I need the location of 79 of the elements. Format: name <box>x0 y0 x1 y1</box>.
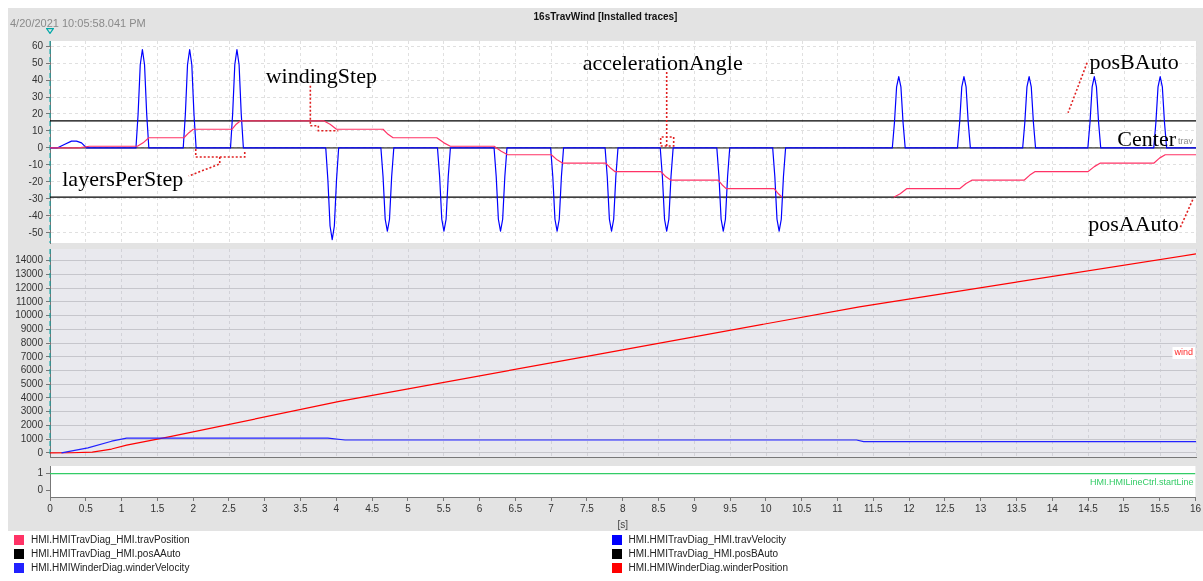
x-tick-label: 15.5 <box>1149 502 1170 514</box>
y-tick-label: 8000 <box>20 336 44 348</box>
y-tick-label: 2000 <box>20 419 44 431</box>
x-tick-label: 15 <box>1118 502 1130 514</box>
legend-label: HMI.HMIWinderDiag.winderVelocity <box>31 562 190 574</box>
y-tick-label: -30 <box>28 192 44 204</box>
legend-label: HMI.HMITravDiag_HMI.posBAuto <box>628 548 779 560</box>
x-tick-label: 6.5 <box>508 502 523 514</box>
x-tick-label: 13.5 <box>1006 502 1027 514</box>
x-tick-label: 4.5 <box>365 502 380 514</box>
y-tick-label: 1000 <box>20 432 44 444</box>
annotation: posBAuto <box>1089 48 1179 74</box>
x-tick-label: 13 <box>975 502 987 514</box>
y-tick-label: -10 <box>28 158 44 170</box>
y-tick-label: 5000 <box>20 377 44 389</box>
y-tick-label: 30 <box>31 90 44 102</box>
x-tick-label: 11 <box>832 502 844 514</box>
y-tick-label: 60 <box>31 39 44 51</box>
x-tick-label: 3 <box>261 502 268 514</box>
y-tick-label: 0 <box>37 484 44 496</box>
annotation: trav <box>1177 136 1194 147</box>
x-tick-label: 7.5 <box>579 502 595 514</box>
y-tick-label: 20 <box>31 107 44 119</box>
x-tick-label: 9.5 <box>723 502 738 514</box>
annotation: wind <box>1173 347 1193 358</box>
annotation: accelerationAngle <box>582 49 743 75</box>
x-tick-label: 4 <box>333 502 340 514</box>
x-tick-label: 3.5 <box>293 502 308 514</box>
chart-title: 16sTravWind [Installed traces] <box>533 11 678 22</box>
series-label: HMI.HMILineCtrl.startLine <box>1089 477 1194 488</box>
x-tick-label: 12 <box>903 502 916 514</box>
y-tick-label: 40 <box>31 73 44 85</box>
x-tick-label: 10.5 <box>791 502 812 514</box>
y-tick-label: 10000 <box>15 309 44 321</box>
annotation: windingStep <box>265 62 377 88</box>
y-tick-label: 11000 <box>15 295 44 307</box>
y-tick-label: 10 <box>31 124 44 136</box>
x-tick-label: 5.5 <box>436 502 452 514</box>
x-tick-label: 16 <box>1189 502 1202 514</box>
y-tick-label: 1 <box>37 467 44 479</box>
x-tick-label: 7 <box>548 502 555 514</box>
y-tick-label: 3000 <box>20 405 44 417</box>
y-tick-label: 50 <box>31 56 44 68</box>
x-tick-label: 1 <box>118 502 125 514</box>
legend-label: HMI.HMITravDiag_HMI.travVelocity <box>628 534 786 546</box>
y-tick-label: -20 <box>28 175 44 187</box>
x-tick-label: 14 <box>1046 502 1059 514</box>
x-tick-label: 12.5 <box>935 502 956 514</box>
y-tick-label: 12000 <box>15 281 44 293</box>
annotation: posAAuto <box>1088 210 1179 236</box>
y-tick-label: 13000 <box>15 268 44 280</box>
y-tick-label: 9000 <box>20 323 44 335</box>
y-tick-label: 14000 <box>15 254 44 266</box>
legend-label: HMI.HMIWinderDiag.winderPosition <box>628 562 788 574</box>
legend-label: HMI.HMITravDiag_HMI.posAAuto <box>31 548 181 560</box>
y-tick-label: 7000 <box>20 350 44 362</box>
x-tick-label: 6 <box>476 502 483 514</box>
x-tick-label: 0 <box>47 502 54 514</box>
x-tick-label: 10 <box>760 502 772 514</box>
x-tick-label: 11.5 <box>863 502 884 514</box>
x-tick-label: 9 <box>691 502 698 514</box>
y-tick-label: -40 <box>28 209 44 221</box>
x-axis-title: [s] <box>617 518 629 530</box>
y-tick-label: -50 <box>28 226 44 238</box>
x-tick-label: 8.5 <box>651 502 666 514</box>
y-tick-label: 0 <box>37 141 44 153</box>
legend-label: HMI.HMITravDiag_HMI.travPosition <box>31 534 190 546</box>
x-tick-label: 0.5 <box>78 502 94 514</box>
x-tick-label: 5 <box>405 502 412 514</box>
chart-subtitle: 4/20/2021 10:05:58.041 PM <box>10 17 146 29</box>
x-tick-label: 2.5 <box>222 502 237 514</box>
x-tick-label: 8 <box>619 502 626 514</box>
x-tick-label: 14.5 <box>1078 502 1099 514</box>
x-tick-label: 2 <box>190 502 197 514</box>
x-tick-label: 1.5 <box>150 502 165 514</box>
annotation: layersPerStep <box>62 165 184 191</box>
y-tick-label: 4000 <box>20 391 44 403</box>
y-tick-label: 6000 <box>20 364 44 376</box>
y-tick-label: 0 <box>37 446 44 458</box>
